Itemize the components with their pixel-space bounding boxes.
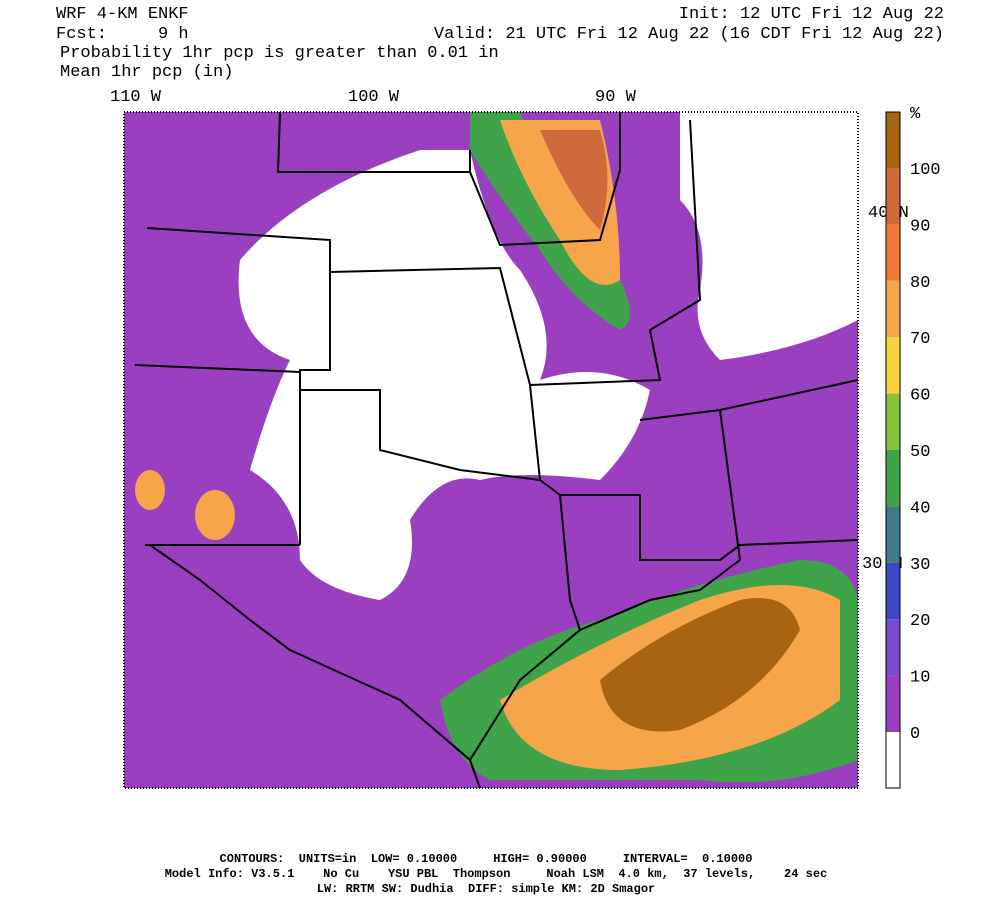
colorbar-unit: % <box>910 105 921 124</box>
footer-line: Model Info: V3.5.1 No Cu YSU PBL Thompso… <box>165 867 828 881</box>
dry-area <box>238 150 651 600</box>
state-borders <box>134 111 859 789</box>
precip-area <box>540 130 608 230</box>
colorbar-bin <box>886 337 900 394</box>
colorbar-label: 30 <box>910 556 930 575</box>
precip-area <box>600 598 800 732</box>
colorbar-label: 90 <box>910 217 930 236</box>
colorbar-bin <box>886 450 900 507</box>
colorbar-label: 60 <box>910 387 930 406</box>
longitude-label: 110 W <box>110 88 162 107</box>
init-time: Init: 12 UTC Fri 12 Aug 22 <box>679 5 944 24</box>
map-frame <box>123 111 859 789</box>
colorbar-bin <box>886 393 900 450</box>
colorbar-label: 40 <box>910 499 930 518</box>
colorbar-bin <box>886 675 900 732</box>
colorbar-bin <box>886 280 900 338</box>
colorbar-label: 70 <box>910 330 930 349</box>
dry-area <box>680 112 858 360</box>
colorbar-bin <box>886 562 900 620</box>
colorbar-frame <box>885 111 901 789</box>
colorbar-label: 100 <box>910 161 941 180</box>
colorbar-bin <box>886 168 900 225</box>
map <box>123 111 859 789</box>
longitude-label: 90 W <box>595 88 637 107</box>
colorbar-bin <box>886 506 900 563</box>
footer-line: CONTOURS: UNITS=in LOW= 0.10000 HIGH= 0.… <box>220 852 753 866</box>
colorbar-bin <box>886 619 900 676</box>
colorbar-label: 10 <box>910 669 930 688</box>
field-title: Probability 1hr pcp is greater than 0.01… <box>60 44 499 63</box>
colorbar-label: 20 <box>910 612 930 631</box>
forecast-hour: Fcst: 9 h <box>56 25 189 44</box>
colorbar-bin <box>886 112 900 168</box>
colorbar-label: 80 <box>910 274 930 293</box>
colorbar-label: 50 <box>910 443 930 462</box>
valid-time: Valid: 21 UTC Fri 12 Aug 22 (16 CDT Fri … <box>434 25 944 44</box>
colorbar: 0 10 20 30 40 50 60 70 80 90 100% <box>885 105 941 789</box>
precip-area <box>195 490 235 540</box>
colorbar-bin <box>886 224 900 281</box>
colorbar-label: 0 <box>910 725 920 744</box>
footer-line: LW: RRTM SW: Dudhia DIFF: simple KM: 2D … <box>317 882 655 896</box>
precip-area <box>135 470 165 510</box>
colorbar-bin <box>886 732 900 788</box>
longitude-label: 100 W <box>348 88 400 107</box>
field-title: Mean 1hr pcp (in) <box>60 63 233 82</box>
model-title: WRF 4-KM ENKF <box>56 5 189 24</box>
